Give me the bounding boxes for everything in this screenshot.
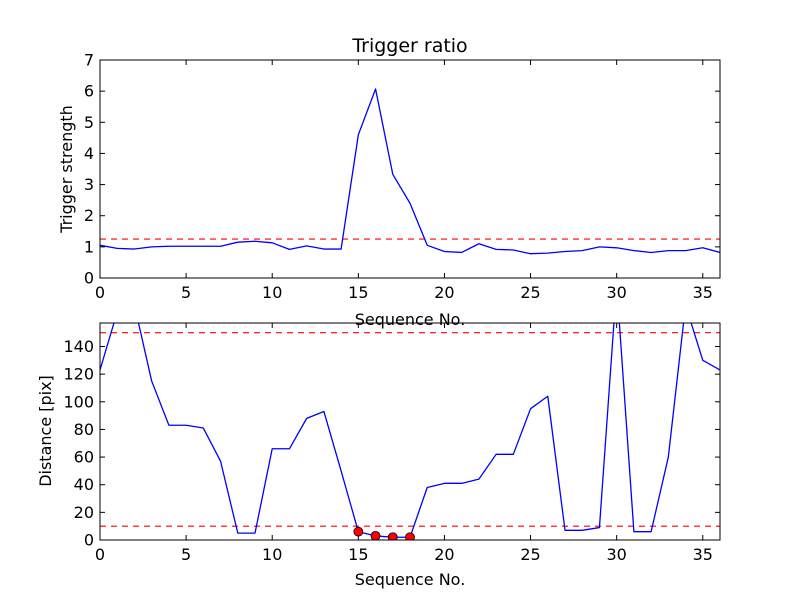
trigger-series-layer [100, 88, 720, 255]
y-tick-label: 0 [84, 531, 94, 550]
x-tick-label: 35 [693, 545, 713, 564]
bottom-x-axis-label: Sequence No. [355, 570, 466, 589]
x-tick-label: 35 [693, 283, 713, 302]
distance-series-layer [100, 323, 720, 540]
x-tick-label: 25 [520, 283, 540, 302]
y-tick-label: 60 [74, 448, 94, 467]
series-line [100, 88, 720, 255]
top-y-axis-label: Trigger strength [57, 105, 76, 234]
y-tick-label: 140 [63, 337, 94, 356]
y-tick-label: 3 [84, 175, 94, 194]
y-tick-label: 2 [84, 206, 94, 225]
data-point-marker [405, 532, 415, 540]
x-tick-label: 20 [434, 545, 454, 564]
data-point-marker [387, 532, 398, 540]
bottom-y-axis-label: Distance [pix] [36, 375, 55, 487]
x-tick-label: 15 [348, 545, 368, 564]
x-tick-label: 0 [95, 545, 105, 564]
data-point-marker [353, 526, 364, 537]
x-tick-label: 30 [606, 545, 626, 564]
y-tick-label: 5 [84, 113, 94, 132]
x-tick-label: 10 [262, 545, 282, 564]
y-tick-label: 120 [63, 365, 94, 384]
x-tick-label: 20 [434, 283, 454, 302]
x-tick-label: 30 [606, 283, 626, 302]
x-tick-label: 25 [520, 545, 540, 564]
y-tick-label: 100 [63, 392, 94, 411]
x-tick-label: 5 [181, 283, 191, 302]
y-tick-label: 80 [74, 420, 94, 439]
chart-title: Trigger ratio [351, 35, 467, 57]
x-tick-label: 15 [348, 283, 368, 302]
distance-plot: 0 5 10 15 20 25 30 35 0 20 40 60 80 100 120 140 Sequenc… [36, 322, 721, 589]
trigger-ratio-plot: Trigger ratio 0 5 10 15 20 25 30 35 0 1 2 3 4 5 6 7 Seq… [57, 35, 721, 329]
top-x-axis-label: Sequence No. [355, 310, 466, 329]
x-tick-label: 10 [262, 283, 282, 302]
y-tick-label: 1 [84, 237, 94, 256]
y-tick-label: 6 [84, 82, 94, 101]
top-axes-frame [99, 59, 721, 279]
bottom-ticks-layer: 0 5 10 15 20 25 30 35 0 20 40 60 80 100 120 140 [63, 323, 720, 564]
y-tick-label: 7 [84, 51, 94, 70]
data-point-marker [370, 530, 381, 540]
y-tick-label: 0 [84, 269, 94, 288]
x-tick-label: 0 [95, 283, 105, 302]
top-ticks-layer: 0 5 10 15 20 25 30 35 0 1 2 3 4 5 6 7 [84, 51, 720, 302]
y-tick-label: 20 [74, 503, 94, 522]
y-tick-label: 4 [84, 144, 94, 163]
x-tick-label: 5 [181, 545, 191, 564]
bottom-axes-frame [99, 322, 721, 541]
y-tick-label: 40 [74, 475, 94, 494]
